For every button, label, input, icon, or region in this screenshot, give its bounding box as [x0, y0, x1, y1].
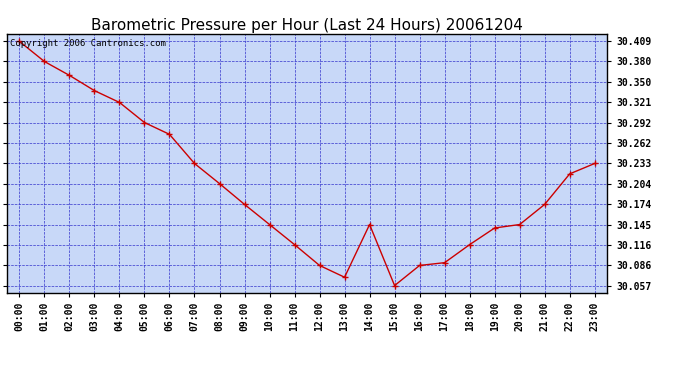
Title: Barometric Pressure per Hour (Last 24 Hours) 20061204: Barometric Pressure per Hour (Last 24 Ho… — [91, 18, 523, 33]
Text: Copyright 2006 Cantronics.com: Copyright 2006 Cantronics.com — [10, 39, 166, 48]
